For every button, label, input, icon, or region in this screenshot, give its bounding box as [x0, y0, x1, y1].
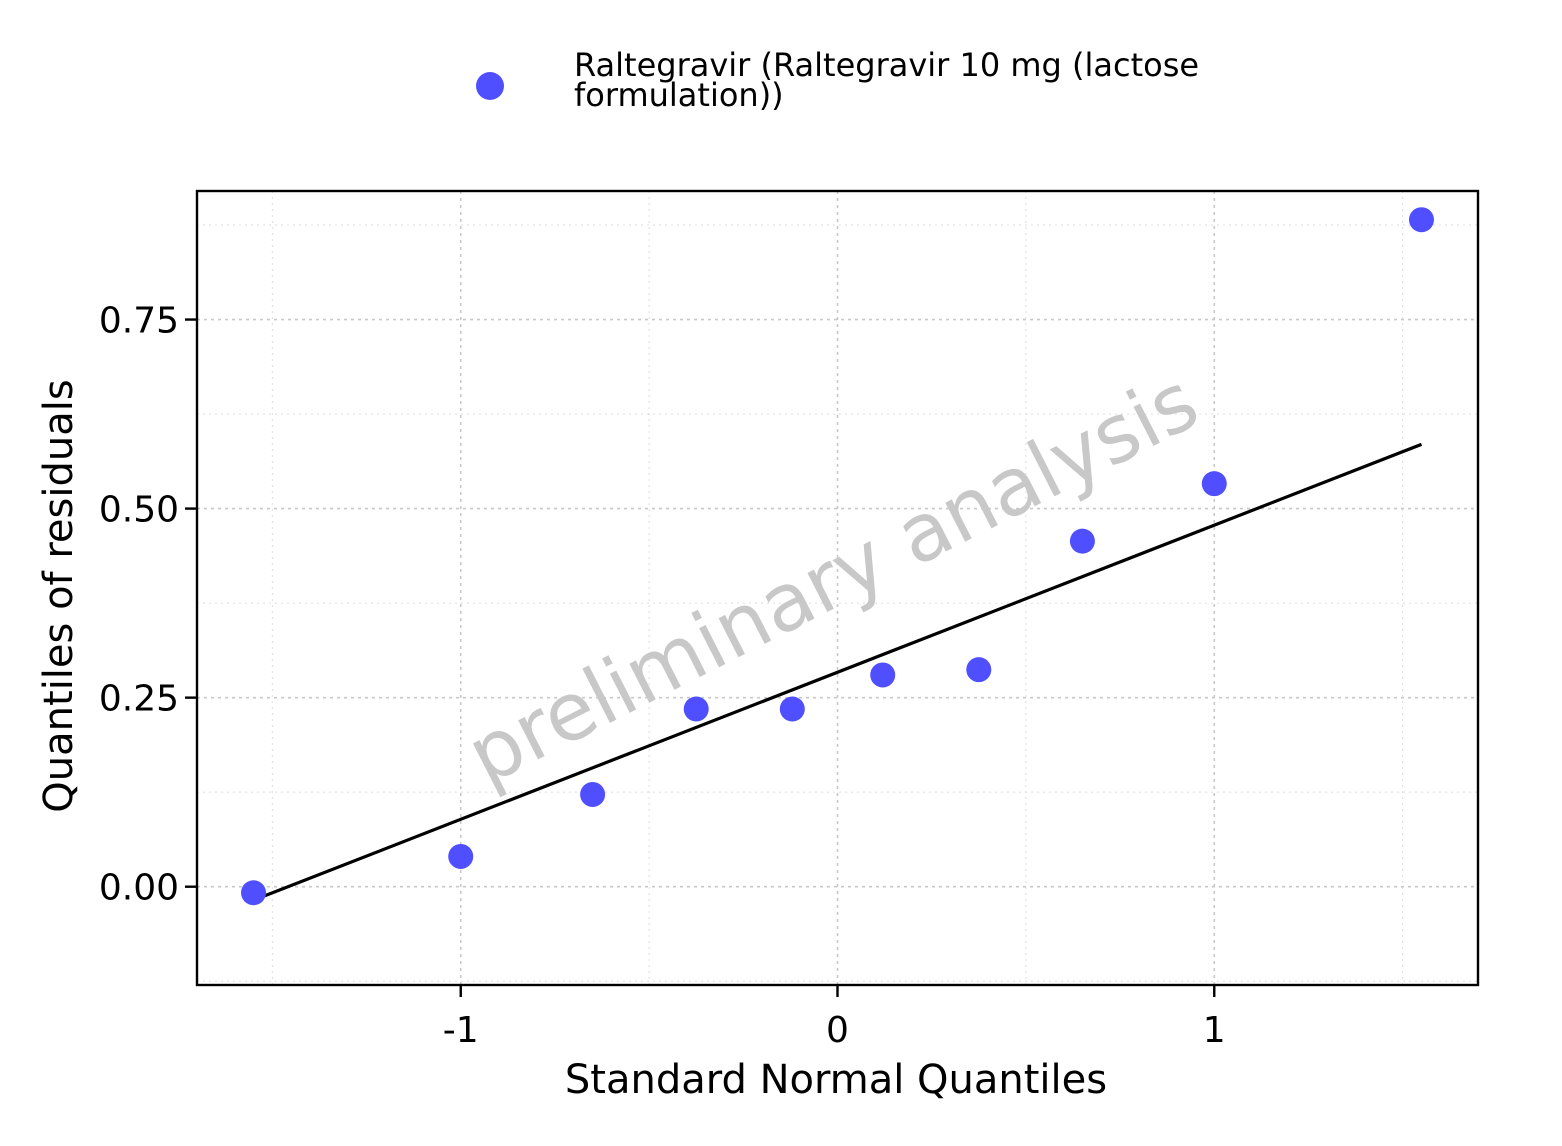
x-tick-label: 0: [826, 1010, 849, 1051]
y-tick-label: 0.25: [99, 679, 179, 720]
data-point: [779, 696, 805, 722]
data-point: [241, 880, 267, 906]
y-axis: 0.00 0.25 0.50 0.75: [99, 301, 197, 909]
data-point: [1408, 207, 1434, 233]
legend-label-line-2: formulation)): [574, 76, 784, 114]
minor-grid: [197, 191, 1478, 985]
x-axis: -1 0 1: [443, 985, 1226, 1051]
watermark: preliminary analysis: [453, 354, 1213, 802]
y-tick-label: 0.50: [99, 490, 179, 531]
y-tick-label: 0.00: [99, 868, 179, 909]
y-axis-title: Quantiles of residuals: [36, 379, 82, 812]
x-tick-label: 1: [1203, 1010, 1226, 1051]
legend-marker: [476, 72, 504, 100]
legend-label: Raltegravir (Raltegravir 10 mg (lactose …: [574, 46, 1209, 114]
y-tick-label: 0.75: [99, 301, 179, 342]
data-point: [1069, 528, 1095, 554]
x-tick-label: -1: [443, 1010, 479, 1051]
data-point: [683, 696, 709, 722]
data-point: [1201, 471, 1227, 497]
legend: Raltegravir (Raltegravir 10 mg (lactose …: [476, 46, 1209, 114]
data-point: [966, 657, 992, 683]
x-axis-title: Standard Normal Quantiles: [565, 1057, 1107, 1103]
plot-panel: preliminary analysis: [195, 189, 1480, 987]
reference-line: [264, 442, 1423, 898]
legend-label-line-1: Raltegravir (Raltegravir 10 mg (lactose: [574, 46, 1199, 84]
data-points: [241, 207, 1434, 906]
data-point: [448, 843, 474, 869]
data-point: [870, 662, 896, 688]
data-point: [580, 781, 606, 807]
